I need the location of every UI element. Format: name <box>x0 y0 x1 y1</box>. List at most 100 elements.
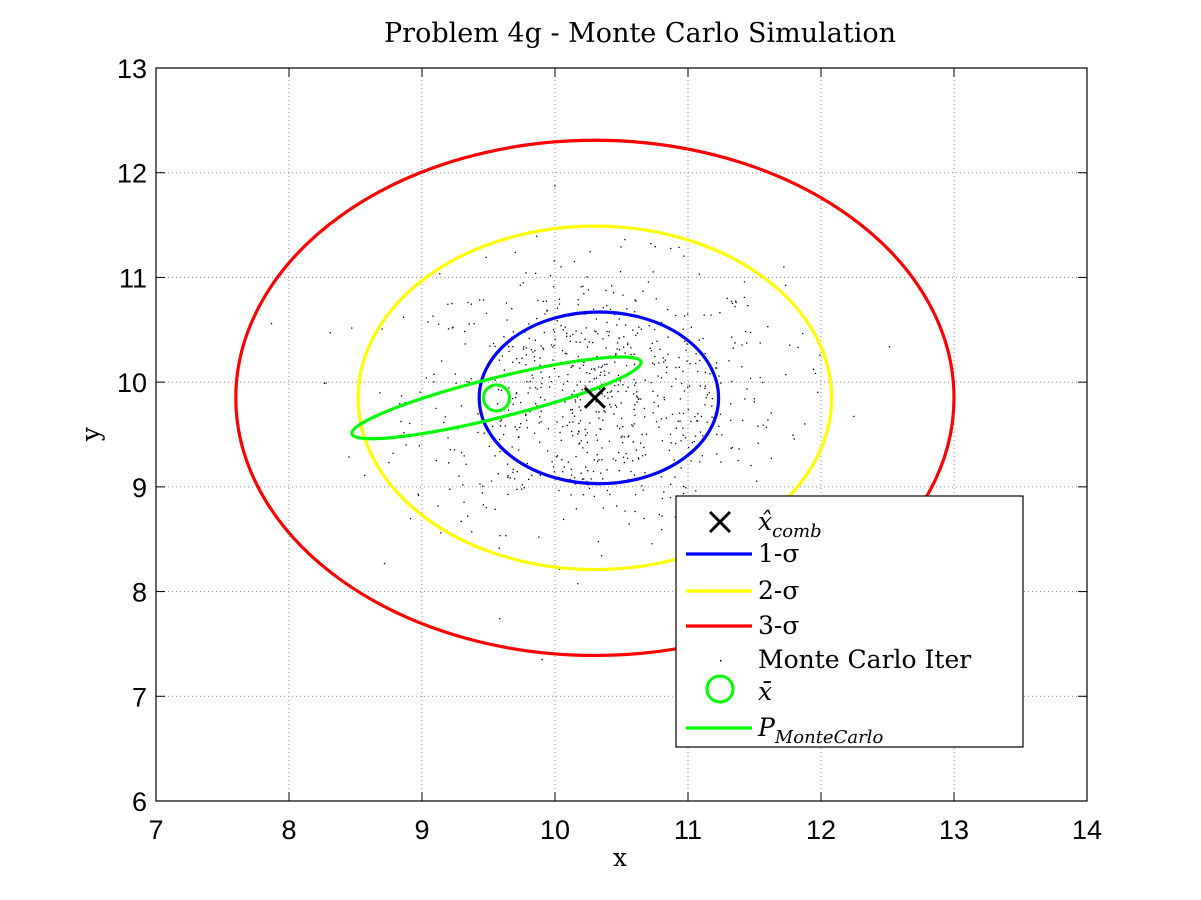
mc-point <box>616 425 619 427</box>
mc-point <box>538 441 541 443</box>
mc-point <box>471 531 473 533</box>
mc-point <box>715 362 718 364</box>
mc-point <box>518 436 520 438</box>
mc-point <box>569 340 571 342</box>
mc-point <box>720 382 722 384</box>
mc-point <box>762 381 764 384</box>
mc-point <box>449 448 451 451</box>
mc-point <box>447 462 450 464</box>
y-tick-label: 13 <box>117 54 147 84</box>
mc-point <box>685 487 687 489</box>
mc-point <box>687 386 689 388</box>
mc-point <box>577 355 579 358</box>
mc-point <box>704 353 706 355</box>
legend-circle-marker <box>705 674 735 704</box>
mc-point <box>603 410 605 412</box>
mc-point <box>616 324 618 326</box>
mc-point <box>447 437 449 439</box>
mc-point <box>571 365 573 367</box>
mc-point <box>730 447 732 450</box>
mc-point <box>888 346 891 348</box>
mc-point <box>634 510 636 513</box>
mc-point <box>682 328 684 330</box>
mc-point <box>553 344 555 347</box>
mc-point <box>716 453 718 455</box>
mc-point <box>578 443 580 445</box>
mc-point <box>516 392 518 394</box>
legend-label: PMonteCarlo <box>757 713 883 748</box>
mc-point <box>329 332 331 334</box>
mc-point <box>534 350 536 352</box>
mc-point <box>589 372 591 375</box>
mc-point <box>512 345 514 348</box>
mc-point <box>708 392 710 394</box>
mc-point <box>364 474 366 477</box>
mc-point <box>563 466 565 468</box>
mc-point <box>488 445 490 448</box>
mc-point <box>598 366 600 368</box>
mc-point <box>661 497 664 500</box>
mc-point <box>702 435 704 437</box>
mc-point <box>483 432 485 434</box>
mc-point <box>628 435 630 437</box>
mc-point <box>538 422 540 424</box>
mc-point <box>588 487 591 490</box>
mc-point <box>528 478 530 481</box>
mc-point <box>731 446 734 449</box>
mc-point <box>645 433 648 435</box>
mc-point <box>678 412 681 414</box>
mc-point <box>785 373 787 376</box>
mc-point <box>653 363 656 365</box>
mc-point <box>514 396 517 399</box>
mc-point <box>554 338 556 340</box>
mc-point <box>525 354 528 356</box>
mc-point <box>511 397 514 400</box>
mc-point <box>562 383 565 385</box>
mc-point <box>735 300 737 302</box>
mc-point <box>580 472 582 474</box>
mc-point <box>516 470 518 473</box>
mc-point <box>638 458 640 460</box>
mc-point <box>270 322 273 325</box>
mc-point <box>660 476 662 478</box>
mc-point <box>323 382 326 385</box>
mc-point <box>697 370 699 373</box>
mc-point <box>614 361 616 363</box>
mc-point <box>571 430 573 433</box>
mc-point <box>762 424 764 426</box>
mc-point <box>616 342 619 344</box>
mc-point <box>812 368 815 370</box>
mc-point <box>719 413 722 415</box>
mc-point <box>609 308 612 310</box>
mc-point <box>566 353 568 355</box>
mc-point <box>433 381 435 383</box>
y-tick-label: 10 <box>117 368 147 398</box>
mc-point <box>605 347 607 349</box>
mc-point <box>440 532 442 534</box>
mc-point <box>579 399 581 401</box>
mc-point <box>570 409 572 411</box>
mc-point <box>601 447 603 449</box>
mc-point <box>558 303 561 305</box>
mc-point <box>675 442 677 445</box>
mc-point <box>658 426 660 428</box>
mc-point <box>533 432 536 434</box>
mc-point <box>686 360 688 362</box>
mc-point <box>641 484 643 487</box>
mc-point <box>541 658 543 661</box>
mc-point <box>665 417 668 419</box>
mc-point <box>574 401 577 403</box>
mc-point <box>392 452 394 454</box>
mc-point <box>644 472 646 474</box>
legend-label: x̄ <box>758 677 772 706</box>
mc-point <box>704 404 706 406</box>
mc-point <box>789 344 791 346</box>
mc-point <box>458 475 460 477</box>
mc-point <box>711 397 713 400</box>
mc-point <box>637 398 640 400</box>
legend-item-pmc: PMonteCarlo <box>686 713 883 748</box>
legend-label: x̂comb <box>758 507 822 542</box>
mc-point <box>704 385 706 387</box>
mc-point <box>686 313 689 315</box>
